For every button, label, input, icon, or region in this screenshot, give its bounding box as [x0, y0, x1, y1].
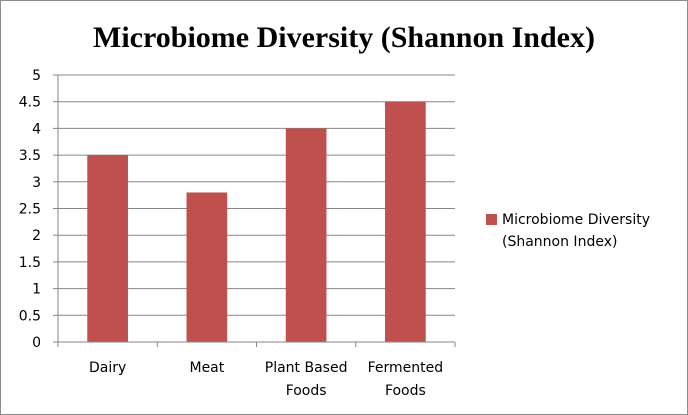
- y-tick-label: 2.5: [19, 202, 41, 218]
- y-tick-label: 1.5: [19, 255, 41, 271]
- y-tick-label: 5: [32, 68, 41, 84]
- y-tick-labels: 0 0.5 1 1.5 2 2.5 3 3.5 4 4.5 5: [19, 68, 41, 351]
- axes: [57, 75, 456, 347]
- x-tick-label: Plant Based: [265, 360, 348, 376]
- y-tick-label: 0.5: [19, 308, 41, 324]
- legend: Microbiome Diversity (Shannon Index): [486, 212, 650, 250]
- x-tick-labels: Dairy Meat Plant Based Foods Fermented Foods: [89, 360, 443, 399]
- x-tick-label: Foods: [385, 383, 426, 399]
- bar: [87, 155, 128, 342]
- y-tick-label: 0: [32, 335, 41, 351]
- x-tick-label: Fermented: [368, 360, 444, 376]
- y-tick-label: 1: [32, 282, 41, 298]
- chart-title: Microbiome Diversity (Shannon Index): [93, 21, 595, 54]
- legend-swatch: [486, 214, 497, 225]
- bar: [285, 128, 327, 342]
- legend-label: Microbiome Diversity: [502, 212, 650, 228]
- y-tick-label: 4: [32, 121, 41, 137]
- x-tick-label: Dairy: [89, 360, 126, 376]
- x-tick-label: Meat: [189, 360, 224, 376]
- x-tick-label: Foods: [286, 383, 327, 399]
- y-tick-label: 3: [32, 175, 41, 191]
- y-tick-label: 3.5: [19, 148, 41, 164]
- legend-label: (Shannon Index): [502, 234, 617, 250]
- y-tick-label: 2: [32, 228, 41, 244]
- bars: [87, 101, 426, 342]
- bar: [385, 101, 426, 342]
- bar: [186, 192, 228, 342]
- y-tick-label: 4.5: [19, 95, 41, 111]
